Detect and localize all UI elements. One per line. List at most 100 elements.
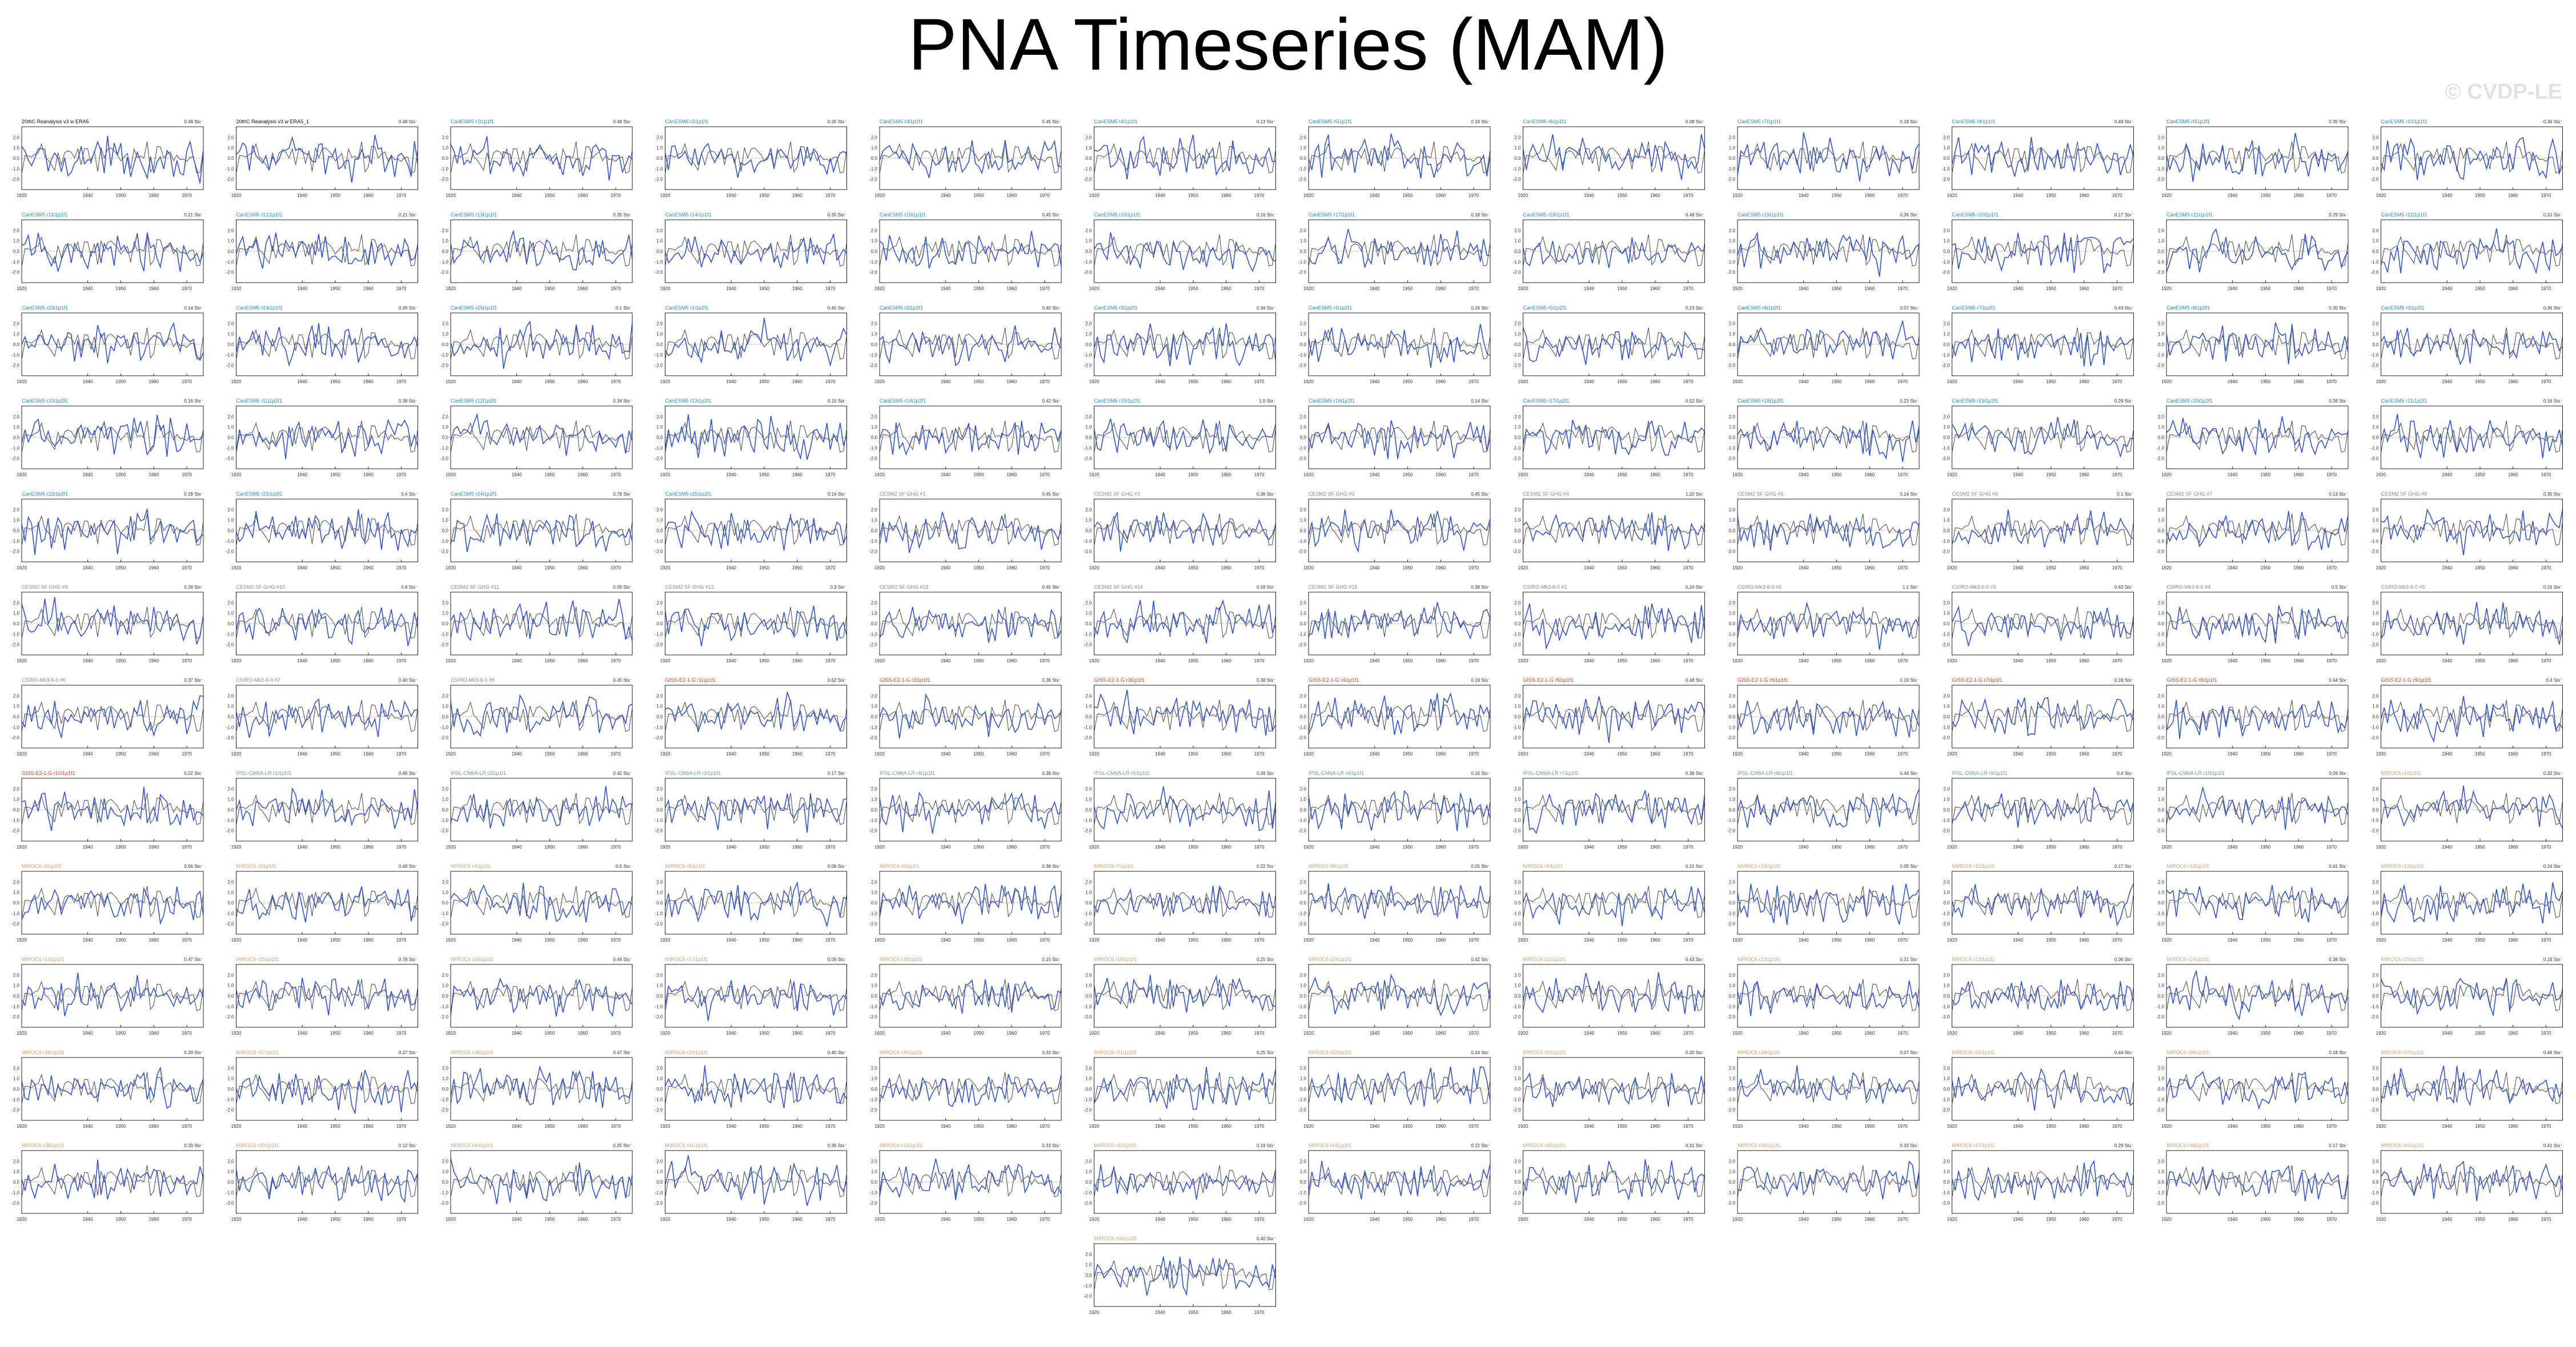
x-tick-label: 1970 bbox=[1254, 379, 1265, 384]
x-tick-label: 1920 bbox=[1732, 751, 1743, 757]
panel-trend: 0.28 Stx⁻ bbox=[2329, 399, 2348, 404]
simulated-series bbox=[1522, 790, 1706, 834]
x-tick-label: 1940 bbox=[2442, 1031, 2452, 1036]
y-tick-label: 0.0 bbox=[442, 621, 449, 626]
panel: CanESM5 r5i1p1f1 0.19 Stx⁻2.01.00.0-1.0-2… bbox=[1298, 119, 1491, 198]
simulated-series bbox=[2166, 416, 2349, 456]
x-tick-label: 1920 bbox=[1089, 379, 1100, 384]
x-tick-label: 1940 bbox=[1799, 938, 1809, 943]
panel-trend: 0.43 Stx⁻ bbox=[2114, 585, 2134, 590]
panel-trend: 0.36 Stx⁻ bbox=[1257, 492, 1276, 497]
y-tick-label: -1.0 bbox=[11, 445, 19, 451]
y-tick-label: -1.0 bbox=[1942, 445, 1950, 451]
x-tick-label: 1950 bbox=[2261, 845, 2271, 850]
y-tick-label: -2.0 bbox=[440, 363, 448, 368]
x-tick-label: 1960 bbox=[149, 565, 159, 570]
y-tick-label: -1.0 bbox=[1298, 259, 1306, 264]
panel-trend: 0.21 Stx⁻ bbox=[184, 212, 203, 218]
x-tick-label: 1940 bbox=[1584, 1124, 1594, 1129]
panel: CanESM5 r10i1p2f1 0.16 Stx⁻2.01.00.0-1.0-… bbox=[11, 398, 204, 477]
y-tick-label: 2.0 bbox=[1300, 786, 1307, 791]
y-tick-label: -2.0 bbox=[1942, 270, 1950, 275]
panel-title: MIROC6 r19i1p1f1 bbox=[1094, 956, 1137, 962]
simulated-series bbox=[879, 979, 1062, 1014]
y-tick-label: -1.0 bbox=[440, 818, 448, 823]
x-tick-label: 1970 bbox=[1254, 1217, 1265, 1222]
y-tick-label: 0.0 bbox=[13, 435, 20, 440]
observed-series bbox=[1093, 420, 1277, 453]
y-tick-label: 2.0 bbox=[1514, 414, 1521, 419]
panel-title: CESM2 SF GHG #12 bbox=[665, 584, 715, 590]
y-tick-label: 0.0 bbox=[1085, 528, 1092, 533]
y-tick-label: 2.0 bbox=[442, 321, 449, 326]
observed-series bbox=[1951, 234, 2134, 267]
panel-title: CanESM5 r11i1p2f1 bbox=[236, 398, 282, 404]
x-tick-label: 1960 bbox=[1006, 1124, 1017, 1129]
x-tick-label: 1920 bbox=[2161, 565, 2172, 570]
x-tick-label: 1920 bbox=[2161, 845, 2172, 850]
y-tick-label: -1.0 bbox=[2156, 538, 2164, 544]
panel-trend: 0.05 Stx⁻ bbox=[1900, 864, 1919, 869]
y-tick-label: -2.0 bbox=[2371, 642, 2379, 648]
x-tick-label: 1920 bbox=[1518, 938, 1528, 943]
panel-trend: 0.30 Stx⁻ bbox=[2329, 305, 2348, 311]
y-tick-label: 0.0 bbox=[871, 900, 878, 906]
panel-title: CSIRO-Mk3-6-0 #2 bbox=[1738, 584, 1781, 590]
y-tick-label: -1.0 bbox=[1727, 911, 1735, 916]
observed-series bbox=[1093, 141, 1277, 174]
y-tick-label: 2.0 bbox=[2158, 693, 2165, 698]
panel-title: CESM2 SF GHG #13 bbox=[880, 584, 929, 590]
x-tick-label: 1960 bbox=[2293, 751, 2304, 757]
x-tick-label: 1950 bbox=[2261, 472, 2271, 477]
panel-title: CESM2 SF GHG #9 bbox=[22, 584, 68, 590]
y-tick-label: 1.0 bbox=[871, 239, 878, 244]
x-tick-label: 1940 bbox=[297, 1031, 307, 1036]
x-tick-label: 1940 bbox=[512, 658, 522, 664]
y-tick-label: 2.0 bbox=[442, 135, 449, 140]
panel: CanESM5 r3i1p2f1 0.34 Stx⁻2.01.00.0-1.0-2… bbox=[1084, 305, 1277, 384]
panel-trend: 0.38 Stx⁻ bbox=[1471, 585, 1490, 590]
simulated-series bbox=[664, 317, 848, 367]
y-tick-label: 2.0 bbox=[1729, 879, 1736, 884]
y-tick-label: -2.0 bbox=[869, 1108, 877, 1113]
x-tick-label: 1950 bbox=[1617, 565, 1627, 570]
simulated-series bbox=[664, 980, 848, 1021]
panel-title: CanESM5 r23i1p1f1 bbox=[22, 305, 68, 311]
y-tick-label: -2.0 bbox=[869, 642, 877, 648]
x-tick-label: 1950 bbox=[2475, 1124, 2485, 1129]
simulated-series bbox=[664, 1155, 848, 1206]
x-tick-label: 1960 bbox=[1435, 845, 1446, 850]
x-tick-label: 1960 bbox=[363, 286, 374, 291]
x-tick-label: 1960 bbox=[792, 1217, 803, 1222]
x-tick-label: 1950 bbox=[974, 472, 984, 477]
observed-series bbox=[2380, 141, 2563, 174]
x-tick-label: 1920 bbox=[660, 286, 671, 291]
y-tick-label: 0.0 bbox=[227, 435, 234, 440]
observed-series bbox=[2166, 141, 2349, 174]
x-tick-label: 1920 bbox=[1303, 1031, 1314, 1036]
y-tick-label: -2.0 bbox=[440, 922, 448, 927]
y-tick-label: -1.0 bbox=[1942, 911, 1950, 916]
simulated-series bbox=[21, 597, 204, 645]
panel-title: MIROC6 r12i1p1f1 bbox=[2166, 863, 2209, 869]
panel-title: MIROC6 r46i1p1f1 bbox=[1738, 1143, 1780, 1148]
x-tick-label: 1920 bbox=[1947, 1031, 1957, 1036]
x-tick-label: 1970 bbox=[2326, 286, 2337, 291]
x-tick-label: 1940 bbox=[1584, 658, 1594, 664]
y-tick-label: -2.0 bbox=[1727, 829, 1735, 834]
panel: CanESM5 r20i1p1f1 0.17 Stx⁻2.01.00.0-1.0-… bbox=[1942, 212, 2134, 291]
x-tick-label: 1920 bbox=[231, 1031, 242, 1036]
y-tick-label: 2.0 bbox=[227, 414, 234, 419]
x-tick-label: 1950 bbox=[2046, 1217, 2056, 1222]
panel-title: CanESM5 r13i1p2f1 bbox=[665, 398, 712, 404]
y-tick-label: 0.0 bbox=[13, 807, 20, 813]
x-tick-label: 1960 bbox=[149, 1031, 159, 1036]
panel-title: CanESM5 r6i1p1f1 bbox=[1523, 119, 1567, 124]
panel-trend: 0.4 Stx⁻ bbox=[2117, 771, 2133, 776]
x-tick-label: 1970 bbox=[2112, 193, 2122, 198]
y-tick-label: -2.0 bbox=[2156, 177, 2164, 182]
observed-series bbox=[1522, 327, 1706, 360]
y-tick-label: 2.0 bbox=[1514, 1159, 1521, 1164]
x-tick-label: 1920 bbox=[231, 658, 242, 664]
panel-trend: 0.46 Stx⁻ bbox=[2543, 1050, 2563, 1055]
